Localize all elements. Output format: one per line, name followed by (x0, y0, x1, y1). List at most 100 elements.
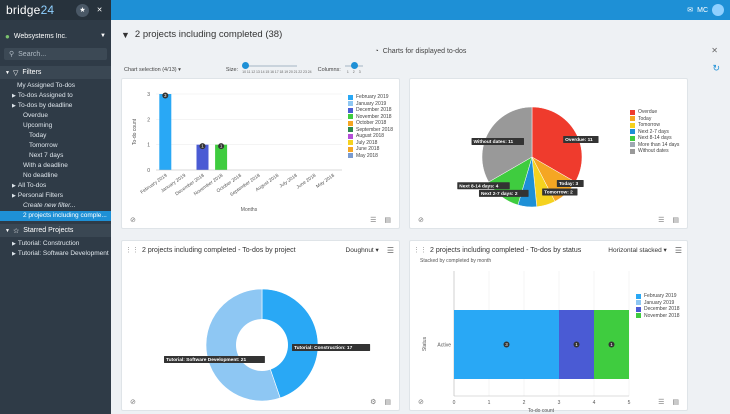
stacked-bar-chart-by-status: 0 1 2 3 4 5 3 1 1 Active To-do count Status (422, 271, 631, 412)
sidebar-item[interactable]: ▶ Personal Filters (0, 191, 111, 201)
settings-icon[interactable]: ⚙ (370, 398, 377, 406)
legend-item[interactable]: January 2019 (348, 101, 393, 108)
size-slider[interactable] (242, 62, 298, 69)
size-slider-knob[interactable] (242, 62, 250, 69)
sidebar-item[interactable]: Tomorrow (0, 141, 111, 151)
list-icon[interactable]: ☰ (370, 216, 377, 224)
close-sidebar-icon[interactable]: ✕ (96, 7, 103, 14)
legend-item[interactable]: Today (630, 116, 679, 123)
export-icon[interactable]: ▤ (384, 398, 391, 406)
sidebar-item[interactable]: Next 7 days (0, 151, 111, 161)
legend-item[interactable]: Overdue (630, 109, 679, 116)
close-icon[interactable]: ✕ (711, 46, 718, 55)
user-initials[interactable]: MC (697, 6, 708, 14)
refresh-icon[interactable]: ↻ (712, 63, 720, 73)
starred-project-label: Tutorial: Construction (17, 240, 80, 247)
starred-section-header[interactable]: ▼ ☆ Starred Projects (0, 224, 111, 237)
list-icon[interactable]: ☰ (658, 216, 665, 224)
sidebar-item[interactable]: Overdue (0, 111, 111, 121)
legend-label: Tomorrow (638, 122, 660, 129)
legend-item[interactable]: Next 8-14 days (630, 135, 679, 142)
legend-item[interactable]: February 2019 (348, 94, 393, 101)
columns-tick: 2 (352, 70, 355, 74)
legend-item[interactable]: September 2018 (348, 127, 393, 134)
chat-icon[interactable]: ✉ (687, 7, 694, 14)
sidebar-item[interactable]: Upcoming (0, 121, 111, 131)
legend-label: June 2018 (356, 146, 380, 153)
chart-type-dropdown[interactable]: Horizontal stacked ▾ (608, 247, 667, 254)
sidebar-item[interactable]: With a deadline (0, 161, 111, 171)
export-icon[interactable]: ▤ (672, 398, 679, 406)
chart-selection-dropdown[interactable]: Chart selection (4/13) ▾ (124, 66, 181, 73)
data-label: Tomorrow: 2 (544, 190, 573, 196)
sidebar-item-label: 2 projects including comple... (23, 212, 107, 219)
pie-chart-by-deadline: Overdue: 11 Today: 3 Tomorrow: 2 Next 2-7 d… (457, 106, 599, 208)
legend-item[interactable]: December 2018 (636, 306, 680, 313)
legend-item[interactable]: June 2018 (348, 146, 393, 153)
list-icon[interactable]: ☰ (658, 398, 665, 406)
legend-swatch (348, 146, 353, 152)
sidebar-item[interactable]: My Assigned To-dos (0, 81, 111, 91)
menu-icon[interactable]: ☰ (674, 245, 682, 255)
sidebar-item[interactable]: 2 projects including comple... (0, 211, 111, 221)
sidebar-item[interactable]: No deadline (0, 171, 111, 181)
export-icon[interactable]: ▤ (672, 216, 679, 224)
legend-item[interactable]: Next 2-7 days (630, 129, 679, 136)
legend-item[interactable]: August 2018 (348, 133, 393, 140)
columns-slider[interactable] (344, 62, 363, 69)
pin-icon[interactable]: ★ (76, 3, 89, 17)
page-title: ▼ 2 projects including completed (38) (121, 29, 282, 40)
org-selector[interactable]: ● Websystems Inc. ▼ (0, 28, 111, 44)
legend-item[interactable]: July 2018 (348, 140, 393, 147)
panel-title: 2 projects including completed - To-dos … (142, 246, 296, 254)
legend-item[interactable]: December 2018 (348, 107, 393, 114)
size-tick: 21 (293, 70, 298, 74)
menu-icon[interactable]: ☰ (386, 245, 394, 255)
hide-icon[interactable]: ⊘ (130, 398, 136, 406)
sidebar-item-label: Tomorrow (29, 142, 58, 149)
x-tick-label: 1 (488, 400, 491, 406)
legend-label: September 2018 (356, 126, 393, 133)
avatar[interactable] (712, 4, 724, 16)
data-label-bg (164, 356, 265, 363)
starred-project-item[interactable]: ▶ Tutorial: Construction (0, 239, 111, 249)
data-label: 1 (610, 342, 613, 347)
y-tick-label: 0 (147, 168, 150, 174)
data-label: 1 (575, 342, 578, 347)
legend-item[interactable]: Without dates (630, 148, 679, 155)
data-label: Without dates: 11 (474, 139, 514, 145)
legend-item[interactable]: February 2019 (636, 293, 680, 300)
legend-item[interactable]: November 2018 (348, 114, 393, 121)
legend-swatch (348, 140, 353, 146)
drag-handle-icon[interactable]: ⋮⋮ (125, 247, 139, 254)
hide-icon[interactable]: ⊘ (418, 216, 424, 224)
hide-icon[interactable]: ⊘ (130, 216, 136, 224)
app-logo[interactable]: bridge24 (6, 3, 55, 17)
filters-section-header[interactable]: ▼ ▽ Filters (0, 66, 111, 79)
legend-item[interactable]: Tomorrow (630, 122, 679, 129)
hide-icon[interactable]: ⊘ (418, 398, 424, 406)
legend-item[interactable]: May 2018 (348, 153, 393, 160)
legend-item[interactable]: November 2018 (636, 313, 680, 320)
expand-icon: ▶ (12, 93, 16, 99)
data-label-bg (199, 143, 206, 150)
chart-type-dropdown[interactable]: Doughnut ▾ (345, 247, 379, 254)
data-label: Tutorial: Software Development: 21 (166, 357, 246, 363)
drag-handle-icon[interactable]: ⋮⋮ (413, 247, 427, 254)
sidebar-item[interactable]: Create new filter... (0, 201, 111, 211)
pie-slice (531, 106, 583, 183)
sidebar-item[interactable]: ▶ To-dos by deadline (0, 101, 111, 111)
search-input[interactable]: ⚲ Search... (4, 48, 107, 60)
legend-label: February 2019 (644, 293, 677, 300)
export-icon[interactable]: ▤ (384, 216, 391, 224)
starred-title: Starred Projects (23, 227, 74, 234)
sidebar-item[interactable]: ▶ All To-dos (0, 181, 111, 191)
sidebar-item[interactable]: ▶ To-dos Assigned to (0, 91, 111, 101)
legend-item[interactable]: More than 14 days (630, 142, 679, 149)
legend-item[interactable]: January 2019 (636, 300, 680, 307)
starred-project-item[interactable]: ▶ Tutorial: Software Development (0, 249, 111, 259)
sidebar-item[interactable]: Today (0, 131, 111, 141)
columns-slider-knob[interactable] (350, 62, 358, 69)
legend-item[interactable]: October 2018 (348, 120, 393, 127)
